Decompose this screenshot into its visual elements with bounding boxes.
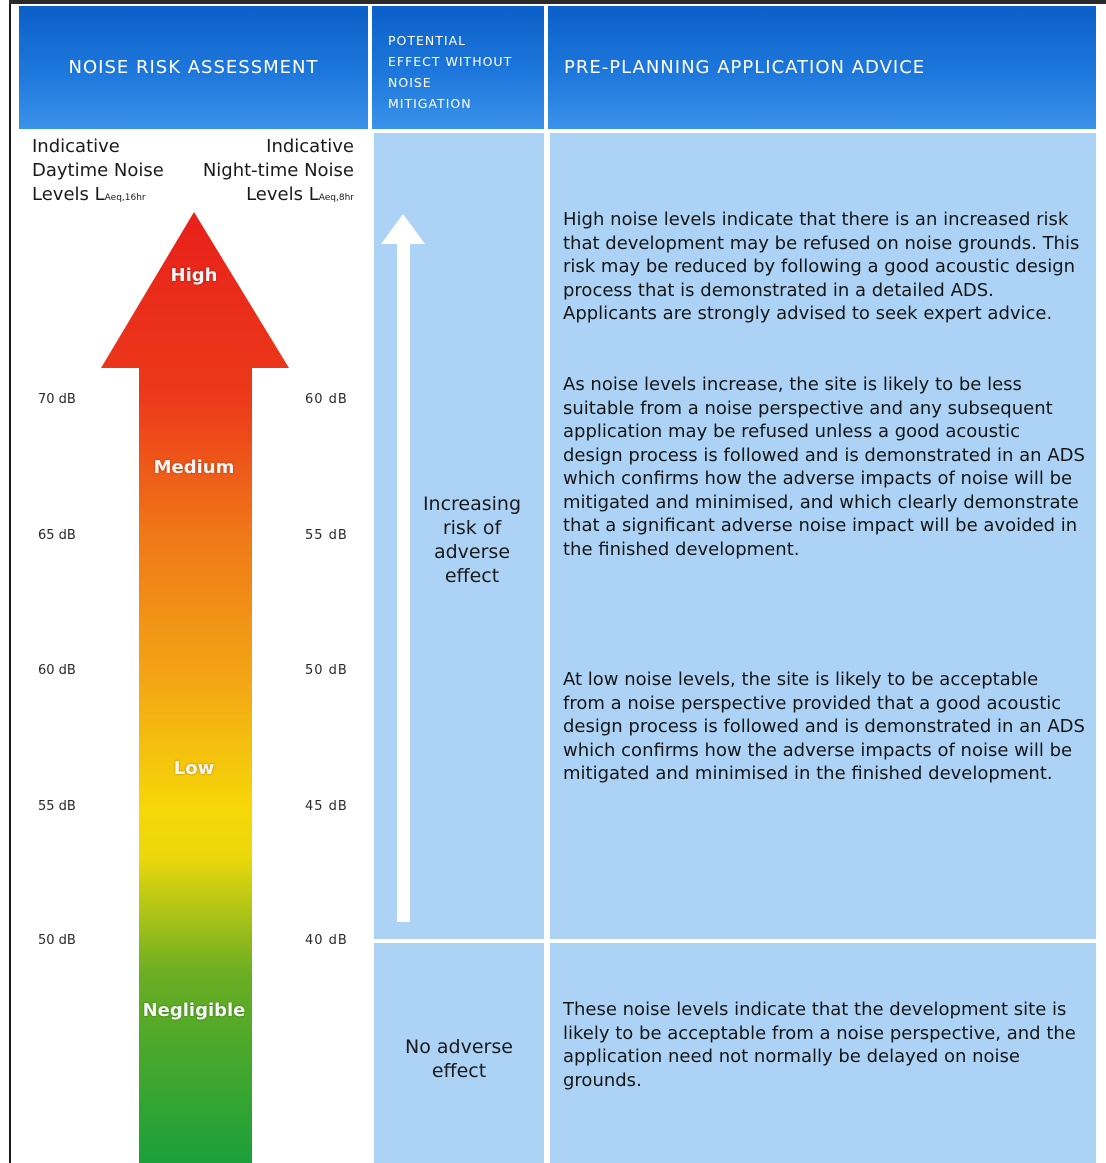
header-advice-title: PRE-PLANNING APPLICATION ADVICE	[564, 57, 926, 78]
advice-low-paragraph: At low noise levels, the site is likely …	[563, 669, 1085, 784]
daytime-db-50: 50 dB	[38, 933, 76, 948]
increasing-risk-arrow-icon	[381, 214, 425, 922]
frame-left-border	[9, 0, 11, 1163]
nighttime-db-50: 50 dB	[305, 663, 348, 678]
effect-increasing-line: effect	[444, 565, 500, 587]
daytime-heading-text: Levels L	[32, 184, 105, 205]
nighttime-db-45: 45 dB	[305, 799, 348, 814]
frame-top-border	[9, 0, 1106, 4]
header-effect-line: NOISE	[388, 75, 432, 90]
daytime-db-60: 60 dB	[38, 663, 76, 678]
risk-label-medium: Medium	[153, 457, 235, 478]
nighttime-db-60: 60 dB	[305, 392, 348, 407]
effect-cell-none	[374, 943, 544, 1163]
advice-medium-paragraph: As noise levels increase, the site is li…	[563, 374, 1085, 560]
effect-none-line: effect	[431, 1060, 487, 1082]
advice-cell-lower	[550, 943, 1096, 1163]
effect-increasing-label: Increasing risk of adverse effect	[374, 492, 570, 588]
advice-negligible-paragraph: These noise levels indicate that the dev…	[563, 999, 1076, 1091]
advice-cell-upper	[550, 133, 1096, 939]
header-noise-risk-title: NOISE RISK ASSESSMENT	[68, 57, 319, 78]
effect-increasing-line: adverse	[433, 541, 511, 563]
risk-arrow	[101, 212, 289, 1163]
effect-none-label: No adverse effect	[374, 1035, 544, 1083]
nighttime-db-40: 40 dB	[305, 933, 348, 948]
daytime-heading-line: Levels LAeq,16hr	[32, 183, 164, 210]
daytime-db-65: 65 dB	[38, 528, 76, 543]
header-noise-risk-assessment: NOISE RISK ASSESSMENT	[19, 6, 368, 129]
header-potential-effect: POTENTIAL EFFECT WITHOUT NOISE MITIGATIO…	[372, 6, 544, 129]
daytime-heading-line: Indicative	[32, 136, 120, 157]
effect-increasing-line: risk of	[442, 517, 502, 539]
risk-label-high: High	[170, 265, 218, 286]
risk-label-negligible: Negligible	[142, 1000, 246, 1021]
daytime-levels-heading: Indicative Daytime Noise Levels LAeq,16h…	[32, 135, 164, 210]
nighttime-heading-line: Indicative	[266, 136, 354, 157]
header-pre-planning-advice: PRE-PLANNING APPLICATION ADVICE	[548, 6, 1096, 129]
risk-arrow-shape	[101, 212, 289, 1163]
effect-increasing-line: Increasing	[422, 493, 522, 515]
header-effect-line: EFFECT WITHOUT	[388, 54, 513, 69]
header-effect-line: MITIGATION	[388, 96, 472, 111]
header-effect-line: POTENTIAL	[388, 33, 467, 48]
nighttime-heading-line: Levels LAeq,8hr	[180, 183, 354, 210]
nighttime-heading-subscript: Aeq,8hr	[318, 193, 354, 203]
nighttime-levels-heading: Indicative Night-time Noise Levels LAeq,…	[180, 135, 354, 210]
daytime-db-55: 55 dB	[38, 799, 76, 814]
increasing-arrow-shape	[381, 214, 425, 922]
nighttime-heading-line: Night-time Noise	[202, 160, 354, 181]
advice-high-paragraph: High noise levels indicate that there is…	[563, 209, 1080, 324]
nighttime-db-55: 55 dB	[305, 528, 348, 543]
daytime-db-70: 70 dB	[38, 392, 76, 407]
daytime-heading-subscript: Aeq,16hr	[104, 193, 146, 203]
daytime-heading-line: Daytime Noise	[32, 160, 164, 181]
risk-label-low: Low	[173, 758, 215, 779]
effect-none-line: No adverse	[405, 1036, 513, 1058]
nighttime-heading-text: Levels L	[246, 184, 319, 205]
